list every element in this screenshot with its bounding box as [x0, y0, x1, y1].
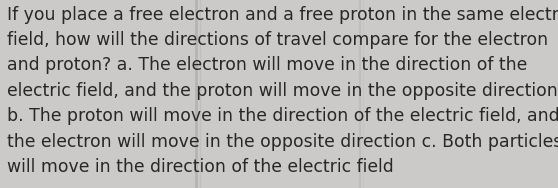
- Text: If you place a free electron and a free proton in the same electric: If you place a free electron and a free …: [7, 6, 558, 24]
- Text: electric field, and the proton will move in the opposite direction: electric field, and the proton will move…: [7, 82, 557, 100]
- Text: will move in the direction of the electric field: will move in the direction of the electr…: [7, 158, 393, 176]
- Text: and proton? a. The electron will move in the direction of the: and proton? a. The electron will move in…: [7, 56, 527, 74]
- Text: the electron will move in the opposite direction c. Both particles: the electron will move in the opposite d…: [7, 133, 558, 151]
- Text: field, how will the directions of travel compare for the electron: field, how will the directions of travel…: [7, 31, 548, 49]
- Text: b. The proton will move in the direction of the electric field, and: b. The proton will move in the direction…: [7, 107, 558, 125]
